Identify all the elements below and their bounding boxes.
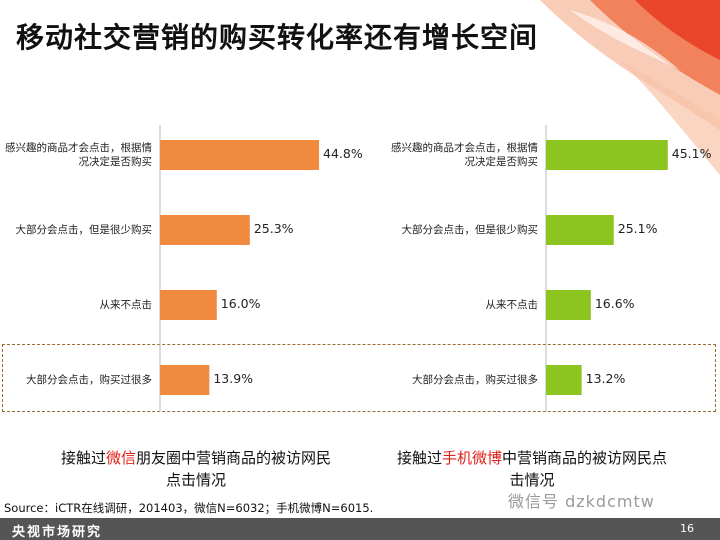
page-number: 16 xyxy=(680,522,694,535)
caption-weibo: 接触过手机微博中营销商品的被访网民点击情况 xyxy=(392,447,672,491)
weibo-bar-3 xyxy=(546,365,582,395)
weibo-category-label-0: 感兴趣的商品才会点击，根据情况决定是否购买 xyxy=(391,142,538,168)
weibo-bar-1 xyxy=(546,215,614,245)
wechat-value-label-2: 16.0% xyxy=(220,296,261,311)
caption-wechat-highlight: 微信 xyxy=(105,449,136,467)
decorative-petals xyxy=(540,0,720,175)
caption-weibo-pre: 接触过 xyxy=(396,449,442,467)
weibo-category-label-2: 从来不点击 xyxy=(485,299,539,311)
weibo-bar-2 xyxy=(546,290,591,320)
wechat-bar-1 xyxy=(160,215,250,245)
weibo-value-label-1: 25.1% xyxy=(617,221,658,236)
wechat-value-label-1: 25.3% xyxy=(253,221,294,236)
weibo-value-label-2: 16.6% xyxy=(594,296,635,311)
wechat-bar-2 xyxy=(160,290,217,320)
caption-wechat: 接触过微信朋友圈中营销商品的被访网民点击情况 xyxy=(56,447,336,491)
page-title: 移动社交营销的购买转化率还有增长空间 xyxy=(16,21,539,54)
wechat-bar-3 xyxy=(160,365,210,395)
weibo-category-label-3: 大部分会点击，购买过很多 xyxy=(412,374,538,386)
wechat-bar-0 xyxy=(160,140,320,170)
caption-wechat-pre: 接触过 xyxy=(60,449,106,467)
wechat-category-label-1: 大部分会点击，但是很少购买 xyxy=(15,224,153,236)
caption-weibo-post: 中营销商品的被访网民点击情况 xyxy=(502,449,668,489)
watermark: 微信号 dzkdcmtw xyxy=(508,492,655,511)
footer-bar: 央视市场研究 16 xyxy=(0,518,720,540)
wechat-value-label-3: 13.9% xyxy=(213,371,254,386)
caption-weibo-highlight: 手机微博 xyxy=(441,449,502,467)
footer-brand: 央视市场研究 xyxy=(12,525,103,540)
highlight-box xyxy=(2,344,716,412)
source-note: Source：iCTR在线调研，201403，微信N=6032；手机微博N=60… xyxy=(4,501,374,515)
weibo-category-label-1: 大部分会点击，但是很少购买 xyxy=(401,224,539,236)
wechat-category-label-3: 大部分会点击，购买过很多 xyxy=(26,374,152,386)
weibo-value-label-0: 45.1% xyxy=(671,146,712,161)
caption-wechat-post: 朋友圈中营销商品的被访网民点击情况 xyxy=(136,449,332,489)
weibo-value-label-3: 13.2% xyxy=(585,371,626,386)
wechat-category-label-2: 从来不点击 xyxy=(99,299,153,311)
wechat-category-label-0: 感兴趣的商品才会点击，根据情况决定是否购买 xyxy=(5,142,152,168)
wechat-value-label-0: 44.8% xyxy=(323,146,363,161)
weibo-bar-0 xyxy=(546,140,668,170)
